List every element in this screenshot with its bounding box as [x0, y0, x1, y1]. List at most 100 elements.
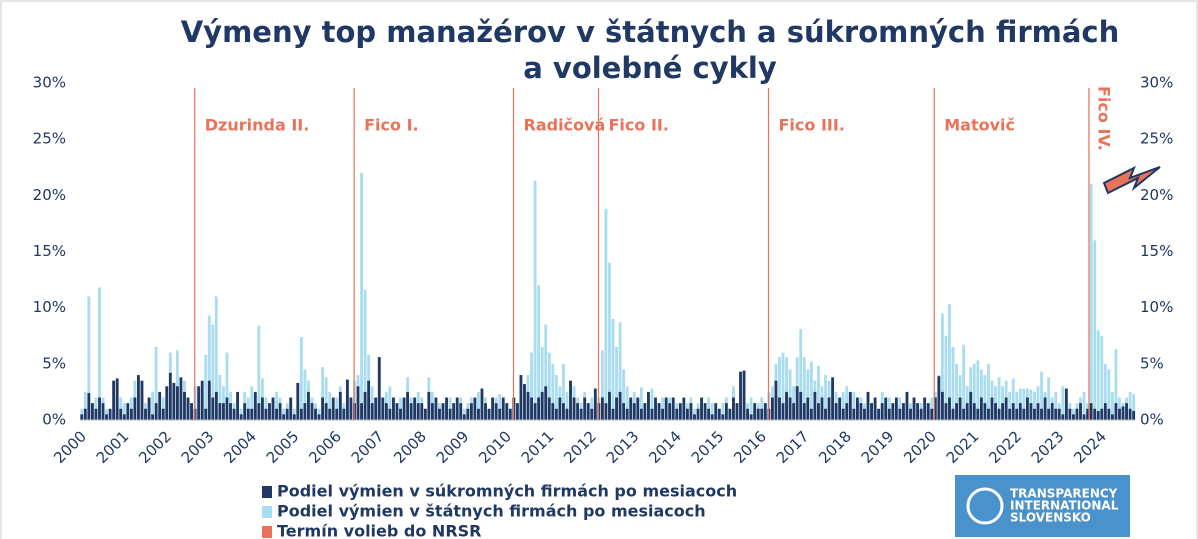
bar — [622, 403, 626, 420]
bar — [122, 403, 126, 420]
y-tick-label: 25% — [33, 130, 66, 148]
x-tick-label: 2002 — [135, 427, 175, 467]
x-tick-label: 2022 — [985, 427, 1025, 467]
bar — [197, 386, 201, 420]
y2-tick-label: 5% — [1140, 354, 1164, 372]
bar — [817, 403, 820, 420]
bar — [540, 391, 544, 420]
bar — [218, 375, 222, 420]
bar — [112, 380, 116, 420]
bar — [756, 408, 760, 420]
bar — [1089, 403, 1093, 420]
bar — [533, 180, 537, 420]
bar — [370, 403, 374, 420]
bar — [384, 403, 388, 420]
bar — [115, 378, 119, 420]
chart-title: Výmeny top manažérov v štátnych a súkrom… — [181, 15, 1120, 49]
bar — [477, 391, 480, 420]
y2-tick-label: 25% — [1140, 130, 1173, 148]
x-tick-label: 2010 — [475, 427, 515, 467]
bar — [1128, 391, 1132, 420]
bar — [1128, 408, 1132, 420]
bar — [303, 369, 307, 420]
bar — [448, 408, 452, 420]
bar — [608, 391, 611, 420]
bar — [880, 403, 884, 420]
bar — [445, 397, 448, 420]
bar — [1011, 378, 1015, 420]
bar — [639, 408, 643, 420]
bar — [611, 408, 615, 420]
bar — [629, 397, 633, 420]
bar — [618, 391, 622, 420]
bar — [367, 380, 371, 420]
bar — [1075, 408, 1079, 420]
bar — [363, 391, 367, 420]
bar — [1089, 184, 1093, 420]
bar — [147, 397, 151, 420]
bar — [140, 380, 144, 420]
x-tick-label: 2005 — [263, 427, 303, 467]
bar — [809, 361, 813, 420]
x-tick-label: 2024 — [1070, 427, 1110, 467]
bar — [845, 403, 849, 420]
bar — [335, 408, 339, 420]
bar — [466, 408, 470, 420]
bar — [661, 408, 665, 420]
bar — [515, 403, 519, 420]
bar — [781, 352, 785, 420]
bar — [395, 403, 399, 420]
bar — [190, 403, 193, 420]
bar — [987, 408, 990, 420]
bar — [958, 397, 962, 420]
bar — [1086, 408, 1090, 420]
bar — [696, 408, 700, 420]
bar — [360, 403, 363, 420]
y-tick-label: 30% — [33, 74, 66, 92]
bar — [154, 346, 158, 420]
bar — [979, 369, 983, 420]
bar — [894, 397, 898, 420]
bar — [275, 408, 278, 420]
bar — [161, 408, 165, 420]
bar — [83, 391, 87, 420]
bar — [898, 408, 902, 420]
bar — [172, 382, 176, 420]
bar — [604, 403, 608, 420]
x-tick-label: 2016 — [730, 427, 770, 467]
bar — [795, 386, 799, 420]
bar — [611, 318, 615, 420]
bar — [399, 408, 402, 420]
bar — [1093, 240, 1097, 420]
bar — [841, 391, 845, 420]
bar — [222, 403, 225, 420]
y2-tick-label: 30% — [1140, 74, 1173, 92]
bar — [714, 403, 718, 420]
bar — [342, 408, 346, 420]
bar — [618, 322, 622, 420]
bar — [668, 403, 672, 420]
bar — [940, 391, 944, 420]
bar — [1008, 408, 1012, 420]
bar — [983, 403, 987, 420]
bar — [969, 391, 973, 420]
bar — [87, 393, 91, 420]
bar — [310, 403, 314, 420]
bar — [926, 403, 930, 420]
bar — [1029, 403, 1033, 420]
bar — [944, 335, 948, 420]
bar — [547, 352, 551, 420]
election-label: Fico III. — [779, 116, 845, 135]
bar — [154, 403, 158, 420]
bar — [239, 414, 243, 420]
bar — [1054, 391, 1058, 420]
bar — [282, 414, 286, 420]
bar — [473, 397, 477, 420]
bar — [484, 403, 487, 420]
x-tick-label: 2006 — [305, 427, 345, 467]
bar — [742, 370, 746, 420]
bar — [260, 397, 264, 420]
bar — [207, 380, 211, 420]
bar — [717, 408, 721, 420]
bar — [887, 408, 891, 420]
